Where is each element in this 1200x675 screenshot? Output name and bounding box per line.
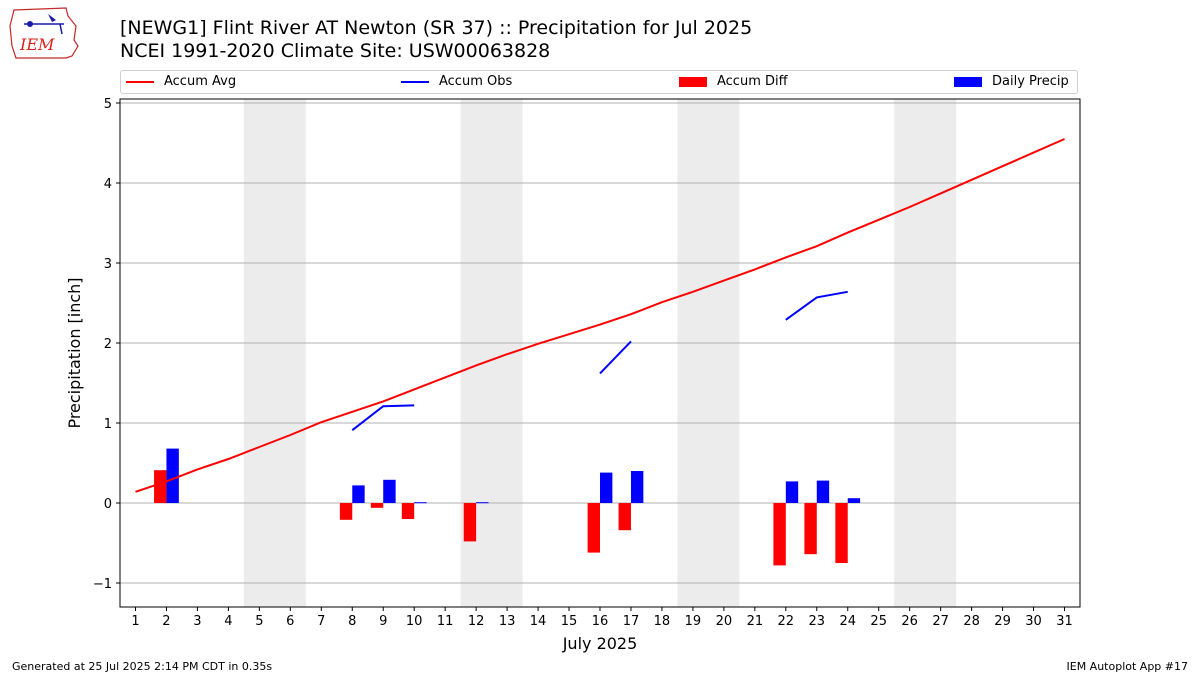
legend-swatch-accum-diff: [679, 76, 707, 87]
chart-legend: Accum Avg Accum Obs Accum Diff Daily Pre…: [120, 70, 1078, 94]
bars: [154, 448, 861, 566]
x-tick-label-9: 9: [379, 614, 387, 629]
legend-label-accum-avg: Accum Avg: [164, 74, 237, 89]
legend-swatch-accum-obs: [401, 80, 429, 83]
x-tick-label-12: 12: [468, 614, 485, 629]
x-tick-label-26: 26: [901, 614, 918, 629]
x-tick-label-7: 7: [317, 614, 325, 629]
daily-precip-bar-day-9: [383, 479, 396, 503]
accum-diff-bar-day-8: [339, 503, 353, 520]
y-axis-label: Precipitation [inch]: [65, 277, 84, 428]
x-tick-label-4: 4: [224, 614, 232, 629]
x-tick-label-8: 8: [348, 614, 356, 629]
x-tick-label-16: 16: [592, 614, 609, 629]
generated-timestamp: Generated at 25 Jul 2025 2:14 PM CDT in …: [12, 660, 273, 673]
x-tick-label-11: 11: [437, 614, 454, 629]
daily-precip-bar-day-2: [166, 448, 179, 503]
x-tick-label-18: 18: [654, 614, 671, 629]
daily-precip-bar-day-22: [785, 481, 799, 503]
app-label: IEM Autoplot App #17: [1066, 660, 1189, 673]
legend-label-accum-diff: Accum Diff: [717, 74, 788, 89]
daily-precip-bar-day-10: [414, 502, 427, 504]
daily-precip-bar-day-17: [630, 471, 644, 503]
y-tick-label-5: 5: [104, 97, 112, 112]
x-tick-label-31: 31: [1056, 614, 1073, 629]
legend-label-daily-precip: Daily Precip: [992, 74, 1069, 89]
iem-logo: [9, 7, 79, 59]
daily-precip-bar-day-24: [847, 498, 861, 503]
weekend-band-4: [894, 99, 957, 607]
daily-precip-bar-day-23: [816, 480, 830, 503]
x-tick-label-30: 30: [1025, 614, 1042, 629]
daily-precip-bar-day-8: [352, 485, 365, 503]
legend-item-accum-diff: Accum Diff: [679, 74, 788, 89]
x-tick-label-1: 1: [131, 614, 139, 629]
x-tick-label-5: 5: [255, 614, 263, 629]
x-tick-label-15: 15: [561, 614, 578, 629]
x-tick-label-13: 13: [499, 614, 516, 629]
legend-item-accum-avg: Accum Avg: [126, 74, 236, 89]
weekend-shading: [243, 99, 957, 607]
legend-swatch-daily-precip: [954, 76, 982, 87]
accum-obs-line-segment-1: [351, 404, 415, 431]
x-tick-label-27: 27: [932, 614, 949, 629]
x-axis-label: July 2025: [562, 634, 638, 653]
accum-diff-bar-day-16: [587, 503, 600, 553]
daily-precip-bar-day-16: [600, 472, 613, 503]
x-tick-label-10: 10: [406, 614, 423, 629]
x-tick-label-23: 23: [809, 614, 826, 629]
x-tick-label-28: 28: [963, 614, 980, 629]
y-tick-label-3: 3: [104, 257, 112, 272]
accum-avg-line: [135, 138, 1065, 493]
x-tick-label-22: 22: [778, 614, 795, 629]
daily-precip-bar-day-12: [476, 502, 489, 504]
accum-diff-bar-day-22: [773, 503, 786, 566]
accum-diff-bar-day-12: [463, 503, 477, 542]
legend-swatch-accum-avg: [126, 80, 154, 83]
weekend-band-3: [677, 99, 740, 607]
accum-diff-bar-day-9: [370, 503, 384, 508]
x-tick-label-3: 3: [193, 614, 201, 629]
y-tick-label-1: 1: [104, 417, 112, 432]
accum-diff-bar-day-23: [804, 503, 817, 555]
accum-obs-line-segment-2: [599, 340, 632, 375]
lines: [135, 138, 1065, 493]
axes: 1 2 3 4 5 6 7 8 9 10 11 12 13 14 15 16 17 18 19 20 21 22 23 24 2…: [93, 97, 1073, 629]
x-tick-label-21: 21: [747, 614, 764, 629]
legend-item-daily-precip: Daily Precip: [954, 74, 1069, 89]
x-tick-label-25: 25: [870, 614, 887, 629]
legend-label-accum-obs: Accum Obs: [439, 74, 513, 89]
x-tick-label-2: 2: [162, 614, 170, 629]
legend-item-accum-obs: Accum Obs: [401, 74, 512, 89]
y-tick-label--1: −1: [93, 577, 112, 592]
accum-diff-bar-day-17: [618, 503, 631, 531]
accum-diff-bar-day-2: [154, 470, 167, 503]
x-tick-label-29: 29: [994, 614, 1011, 629]
x-tick-label-14: 14: [530, 614, 547, 629]
y-tick-label-4: 4: [104, 177, 112, 192]
x-tick-label-20: 20: [716, 614, 733, 629]
x-tick-label-6: 6: [286, 614, 294, 629]
accum-obs-line-segment-3: [785, 290, 848, 321]
x-tick-label-17: 17: [623, 614, 640, 629]
weekend-band-1: [243, 99, 306, 607]
accum-diff-bar-day-10: [401, 503, 415, 519]
logo-text: IEM: [20, 35, 55, 54]
x-tick-label-24: 24: [839, 614, 856, 629]
y-tick-label-0: 0: [104, 497, 112, 512]
x-tick-label-19: 19: [685, 614, 702, 629]
accum-diff-bar-day-24: [835, 503, 848, 563]
chart-subtitle: NCEI 1991-2020 Climate Site: USW00063828: [120, 40, 551, 62]
y-tick-label-2: 2: [104, 337, 112, 352]
chart-title: [NEWG1] Flint River AT Newton (SR 37) ::…: [120, 17, 753, 39]
